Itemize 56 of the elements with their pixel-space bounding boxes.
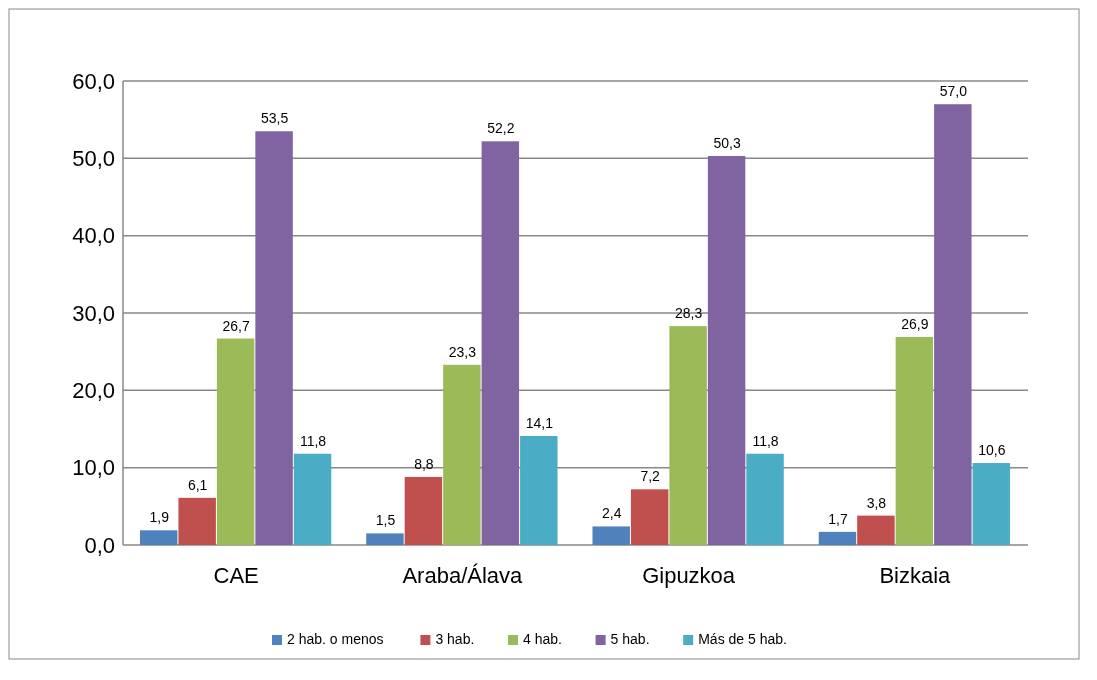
bar [934,104,972,545]
x-tick-label: Gipuzkoa [642,563,736,588]
bar [293,453,332,545]
y-tick-label: 40,0 [72,223,115,249]
bar [895,336,934,545]
data-label: 53,5 [260,110,289,127]
bar [669,326,707,545]
data-label: 26,9 [901,315,929,332]
data-label: 3,8 [866,494,887,511]
bar [707,156,746,545]
data-label: 1,7 [828,510,848,527]
bar [630,489,669,545]
data-label: 1,9 [149,509,170,526]
data-label: 6,1 [187,476,208,493]
legend-label: 3 hab. [435,631,475,647]
y-tick-label: 60,0 [72,68,115,94]
bar [139,530,178,545]
bar [592,526,630,545]
data-label: 11,8 [299,432,327,449]
bar [481,141,520,545]
bar [520,435,558,545]
bar [818,531,857,545]
data-label: 57,0 [939,83,968,100]
data-label: 2,4 [601,505,622,522]
x-tick-label: Araba/Álava [402,563,524,588]
data-label: 50,3 [713,135,741,152]
bar [857,515,895,545]
legend-label: 5 hab. [610,631,650,647]
legend-label: Más de 5 hab. [698,631,787,647]
data-label: 23,3 [448,343,477,360]
bar [746,453,784,545]
bar [216,338,255,545]
legend-label: 4 hab. [523,631,562,647]
bar [972,463,1011,545]
y-tick-label: 10,0 [72,455,115,481]
data-label: 8,8 [414,455,434,472]
x-tick-label: CAE [213,563,259,588]
bar [178,497,216,545]
y-tick-label: 0,0 [84,532,115,558]
bar [366,533,404,545]
data-label: 26,7 [222,317,250,334]
legend-label: 2 hab. o menos [287,631,384,647]
x-tick-label: Bizkaia [879,563,952,588]
data-label: 14,1 [525,414,554,431]
data-label: 7,2 [640,468,661,485]
bar [255,131,293,545]
data-label: 11,8 [752,432,779,449]
data-label: 10,6 [978,442,1006,459]
data-label: 52,2 [487,120,515,137]
bar [443,364,481,545]
data-label: 28,3 [675,305,703,322]
y-tick-label: 20,0 [72,378,115,404]
data-label: 1,5 [375,512,396,529]
bar [404,476,443,545]
y-tick-label: 30,0 [72,300,115,326]
y-tick-label: 50,0 [72,146,115,172]
